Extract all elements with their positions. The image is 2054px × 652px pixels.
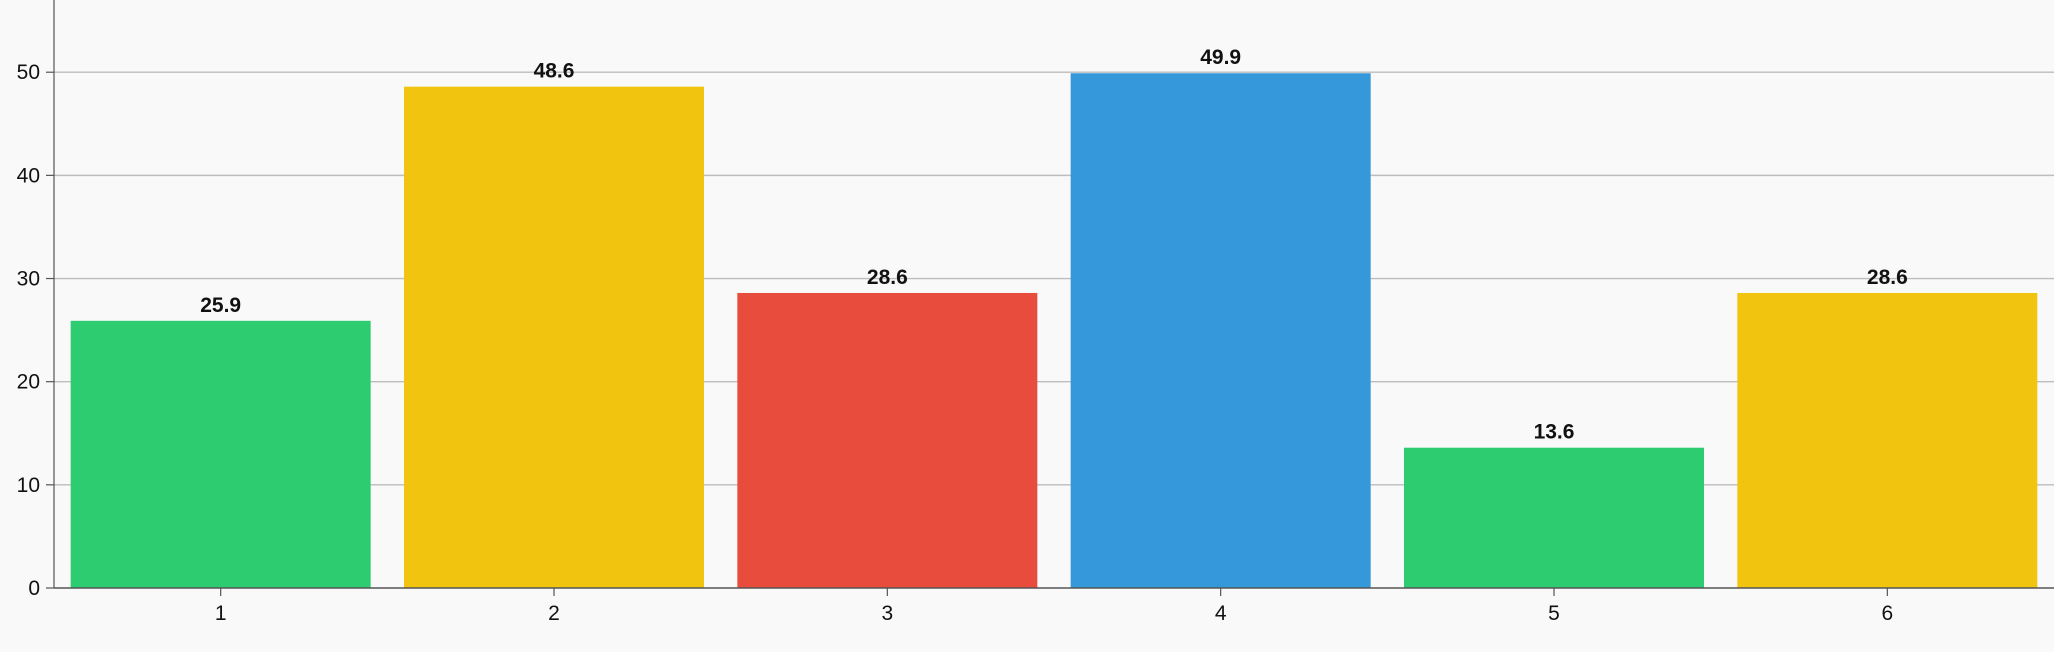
x-tick-label: 4 <box>1215 602 1227 625</box>
x-tick-label: 1 <box>215 602 227 625</box>
bar-3 <box>737 292 1038 588</box>
y-tick-label: 10 <box>17 474 40 497</box>
y-tick-label: 20 <box>17 371 40 394</box>
bars <box>70 73 2038 588</box>
data-label-1: 25.9 <box>200 294 241 317</box>
x-tick-label: 3 <box>881 602 893 625</box>
y-tick-label: 50 <box>17 61 40 84</box>
y-tick-label: 0 <box>28 577 40 600</box>
data-label-5: 13.6 <box>1534 421 1575 444</box>
axes <box>46 0 2054 596</box>
x-tick-label: 5 <box>1548 602 1560 625</box>
bar-6 <box>1737 292 2038 588</box>
data-label-6: 28.6 <box>1867 266 1908 289</box>
data-label-2: 48.6 <box>534 60 575 83</box>
data-label-4: 49.9 <box>1200 46 1241 69</box>
x-tick-label: 2 <box>548 602 560 625</box>
y-tick-label: 30 <box>17 268 40 291</box>
y-tick-label: 40 <box>17 164 40 187</box>
data-label-3: 28.6 <box>867 266 908 289</box>
bar-5 <box>1404 447 1704 588</box>
x-tick-label: 6 <box>1881 602 1893 625</box>
bar-1 <box>70 320 371 588</box>
grid-lines <box>54 71 2054 486</box>
labels: 0 10 20 30 40 50 25.9 1 48.6 2 28.6 3 49.9 4 13.6 5 28.6… <box>17 46 1908 625</box>
bar-4 <box>1070 73 1371 588</box>
bar-2 <box>404 86 704 588</box>
